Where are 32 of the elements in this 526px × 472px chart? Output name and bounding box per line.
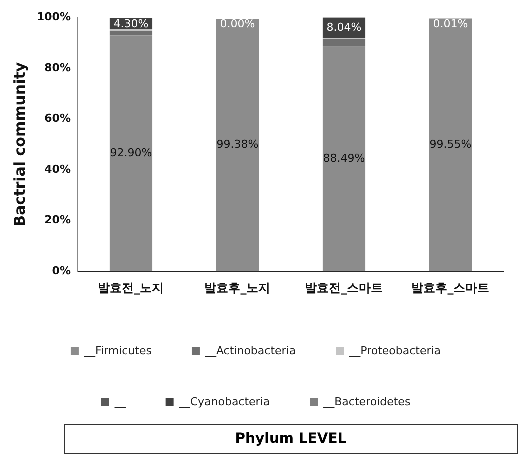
legend-label: __Proteobacteria bbox=[348, 344, 442, 358]
y-tick-label: 60% bbox=[44, 112, 71, 126]
legend-label: __Actinobacteria bbox=[204, 344, 296, 358]
legend-label: __Cyanobacteria bbox=[178, 395, 270, 408]
data-label: 99.38% bbox=[216, 138, 259, 152]
x-tick-label: 발효전_스마트 bbox=[305, 280, 384, 295]
y-axis-title: Bactrial community bbox=[10, 62, 29, 227]
data-label: 88.49% bbox=[323, 152, 366, 166]
data-label: 4.30% bbox=[114, 17, 149, 30]
data-label: 0.01% bbox=[433, 17, 468, 30]
bar bbox=[216, 19, 260, 272]
legend-label: __Firmicutes bbox=[83, 344, 152, 358]
bar bbox=[429, 18, 472, 272]
y-tick-label: 0% bbox=[52, 264, 71, 278]
bar bbox=[322, 39, 366, 47]
y-tick-label: 40% bbox=[44, 162, 71, 176]
legend-label: __ bbox=[114, 395, 126, 408]
data-label: 0.00% bbox=[220, 17, 256, 30]
data-label: 99.55% bbox=[430, 138, 472, 152]
y-tick-label: 100% bbox=[37, 10, 71, 24]
y-tick-label: 20% bbox=[44, 214, 71, 227]
x-tick-label: 발효전_노지 bbox=[98, 280, 164, 295]
legend-label: __Bacteroidetes bbox=[322, 395, 411, 408]
data-label: 8.04% bbox=[326, 20, 362, 34]
x-tick-label: 발효후_스마트 bbox=[412, 280, 490, 295]
bar bbox=[322, 46, 366, 272]
text: Phylum LEVEL bbox=[64, 424, 518, 454]
y-tick-label: 80% bbox=[44, 61, 71, 74]
data-label: 92.90% bbox=[110, 146, 152, 160]
bar bbox=[110, 36, 153, 272]
bar bbox=[110, 31, 153, 36]
x-tick-label: 발효후_노지 bbox=[204, 280, 271, 295]
